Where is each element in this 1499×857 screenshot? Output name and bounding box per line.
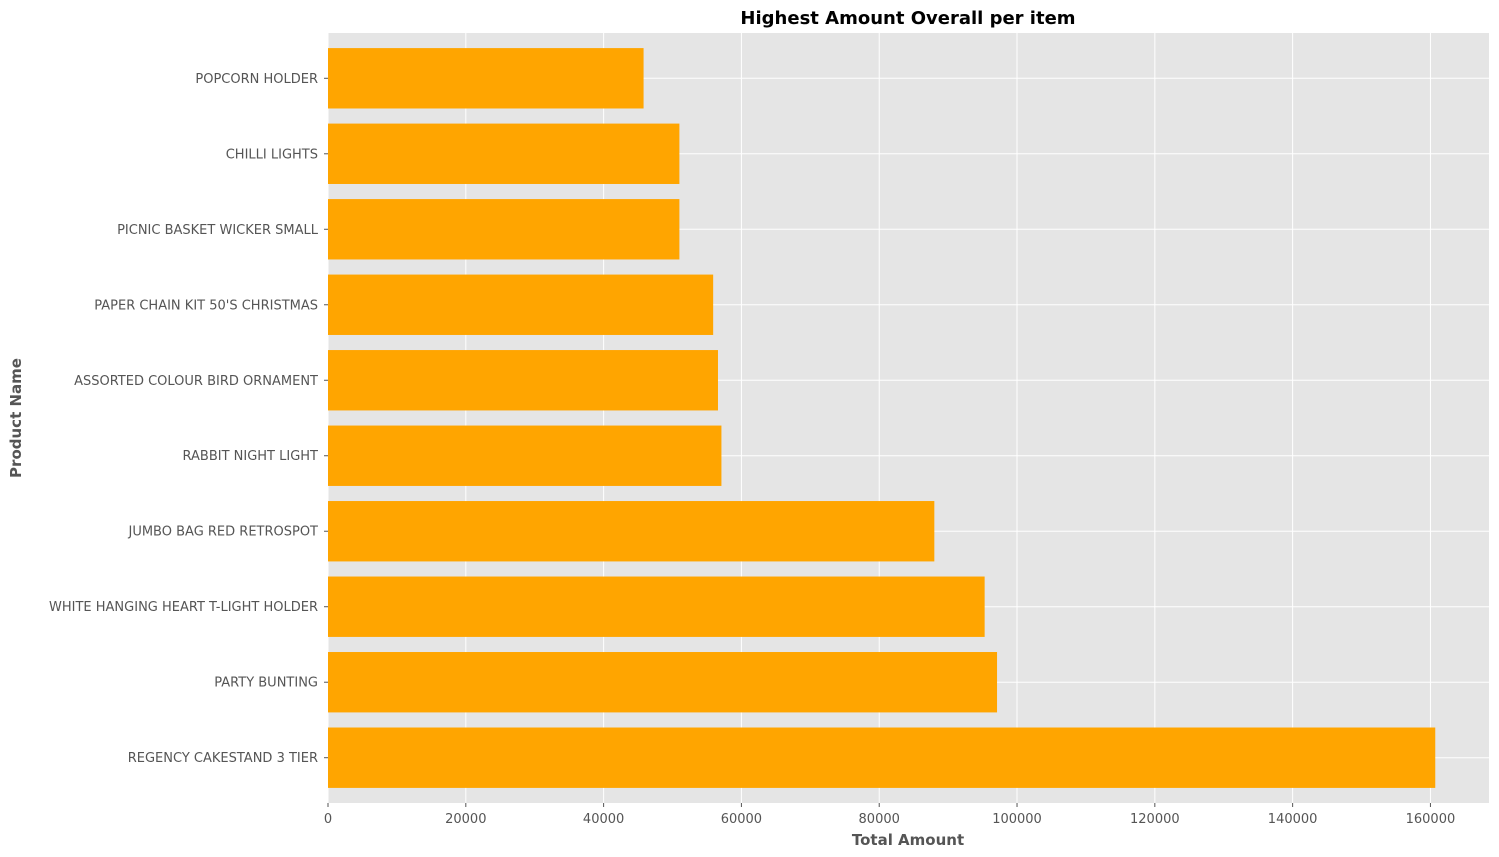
bar: [328, 48, 644, 109]
y-tick-label: PICNIC BASKET WICKER SMALL: [117, 223, 319, 238]
x-tick-label: 100000: [992, 812, 1042, 827]
x-tick-label: 0: [324, 812, 332, 827]
bar: [328, 652, 998, 713]
x-tick-label: 160000: [1406, 812, 1456, 827]
bar: [328, 425, 722, 486]
y-tick-label: PAPER CHAIN KIT 50'S CHRISTMAS: [94, 298, 318, 313]
y-tick-label: CHILLI LIGHTS: [226, 147, 318, 162]
y-tick-label: JUMBO BAG RED RETROSPOT: [127, 525, 318, 540]
x-tick-label: 20000: [445, 812, 486, 827]
chart-title: Highest Amount Overall per item: [740, 8, 1075, 29]
x-tick-label: 60000: [721, 812, 762, 827]
y-axis-label: Product Name: [7, 358, 25, 478]
bar: [328, 501, 935, 562]
x-tick-label: 40000: [583, 812, 624, 827]
y-tick-label: ASSORTED COLOUR BIRD ORNAMENT: [74, 374, 318, 389]
bar: [328, 576, 985, 637]
bar: [328, 350, 718, 411]
y-tick-label: PARTY BUNTING: [214, 676, 318, 691]
bar: [328, 727, 1436, 788]
x-tick-label: 140000: [1268, 812, 1318, 827]
x-tick-label: 120000: [1130, 812, 1180, 827]
y-tick-label: RABBIT NIGHT LIGHT: [183, 449, 319, 464]
y-tick-label: REGENCY CAKESTAND 3 TIER: [128, 751, 318, 766]
bar: [328, 274, 714, 335]
y-axis-ticks: REGENCY CAKESTAND 3 TIER PARTY BUNTING WHI…: [49, 72, 328, 766]
bars: [328, 48, 1436, 788]
x-tick-label: 80000: [859, 812, 900, 827]
y-tick-label: POPCORN HOLDER: [195, 72, 318, 87]
y-tick-label: WHITE HANGING HEART T-LIGHT HOLDER: [49, 600, 318, 615]
x-axis-ticks: 0 20000 40000 60000 80000 100000 120000 140000 1…: [324, 803, 1455, 827]
bar: [328, 123, 680, 184]
x-axis-label: Total Amount: [852, 831, 964, 849]
bar: [328, 199, 680, 260]
